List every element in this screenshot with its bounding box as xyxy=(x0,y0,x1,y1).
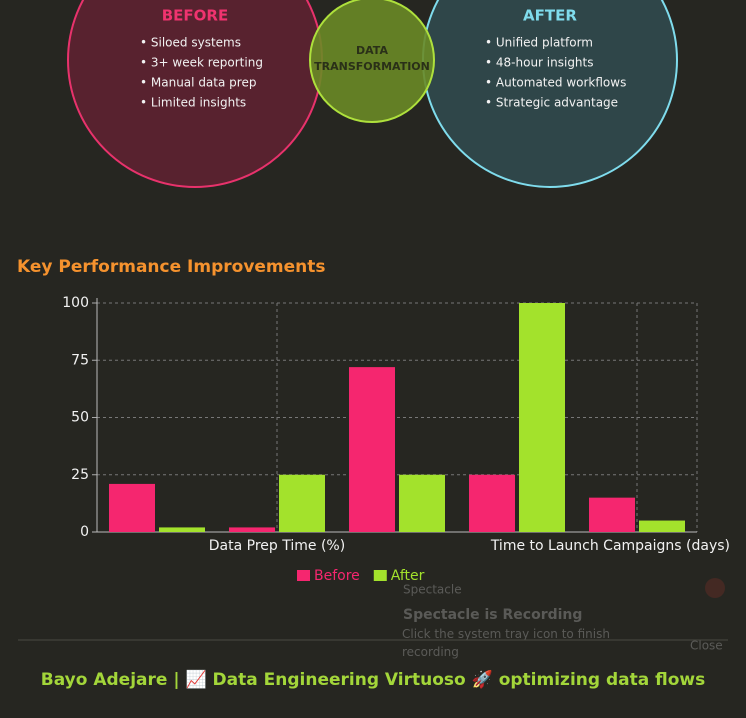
bar xyxy=(159,527,205,532)
bar xyxy=(229,527,275,532)
y-tick-label: 0 xyxy=(80,524,89,540)
legend-label: After xyxy=(391,568,425,584)
notification-close[interactable]: Close xyxy=(690,639,723,653)
middle-circle xyxy=(309,0,435,123)
notification-title: Spectacle is Recording xyxy=(403,607,582,623)
y-tick-label: 75 xyxy=(71,352,89,368)
bar xyxy=(589,497,635,532)
after-item: • Strategic advantage xyxy=(485,96,618,110)
after-item: • Automated workflows xyxy=(485,76,626,90)
bar xyxy=(279,474,325,532)
middle-label: DATA xyxy=(356,44,388,57)
notification-body: Click the system tray icon to finish rec… xyxy=(402,627,610,659)
middle-label: TRANSFORMATION xyxy=(314,60,430,73)
after-circle xyxy=(422,0,678,188)
record-icon xyxy=(705,578,725,598)
after-title: AFTER xyxy=(523,7,577,25)
notification-app: Spectacle xyxy=(403,583,462,597)
footer: Bayo Adejare | 📈 Data Engineering Virtuo… xyxy=(41,669,705,690)
chart-title: Key Performance Improvements xyxy=(17,257,326,277)
notification: Spectacle Spectacle is Recording Click t… xyxy=(402,578,725,659)
y-tick-label: 100 xyxy=(62,295,89,311)
legend-label: Before xyxy=(314,568,360,584)
before-item: • Siloed systems xyxy=(140,36,241,50)
before-circle xyxy=(67,0,323,188)
legend-swatch xyxy=(297,570,310,581)
bar xyxy=(349,367,395,532)
bar xyxy=(639,520,685,532)
x-tick-label: Data Prep Time (%) xyxy=(209,538,345,554)
legend-swatch xyxy=(373,570,387,581)
after-item: • 48-hour insights xyxy=(485,56,594,70)
chart: 0 25 50 75 100 Data Prep Time (%) Time to Laun… xyxy=(62,295,730,584)
bar xyxy=(399,474,445,532)
after-item: • Unified platform xyxy=(485,36,593,50)
before-item: • Manual data prep xyxy=(140,76,256,90)
before-item: • 3+ week reporting xyxy=(140,56,263,70)
y-tick-label: 50 xyxy=(71,410,89,426)
bar xyxy=(109,483,155,532)
before-item: • Limited insights xyxy=(140,96,246,110)
notification-body-box: Click the system tray icon to finish rec… xyxy=(402,627,610,659)
y-tick-label: 25 xyxy=(71,467,89,483)
bar xyxy=(469,474,515,532)
bar xyxy=(519,303,565,532)
before-title: BEFORE xyxy=(162,7,228,25)
x-tick-label: Time to Launch Campaigns (days) xyxy=(490,538,730,554)
